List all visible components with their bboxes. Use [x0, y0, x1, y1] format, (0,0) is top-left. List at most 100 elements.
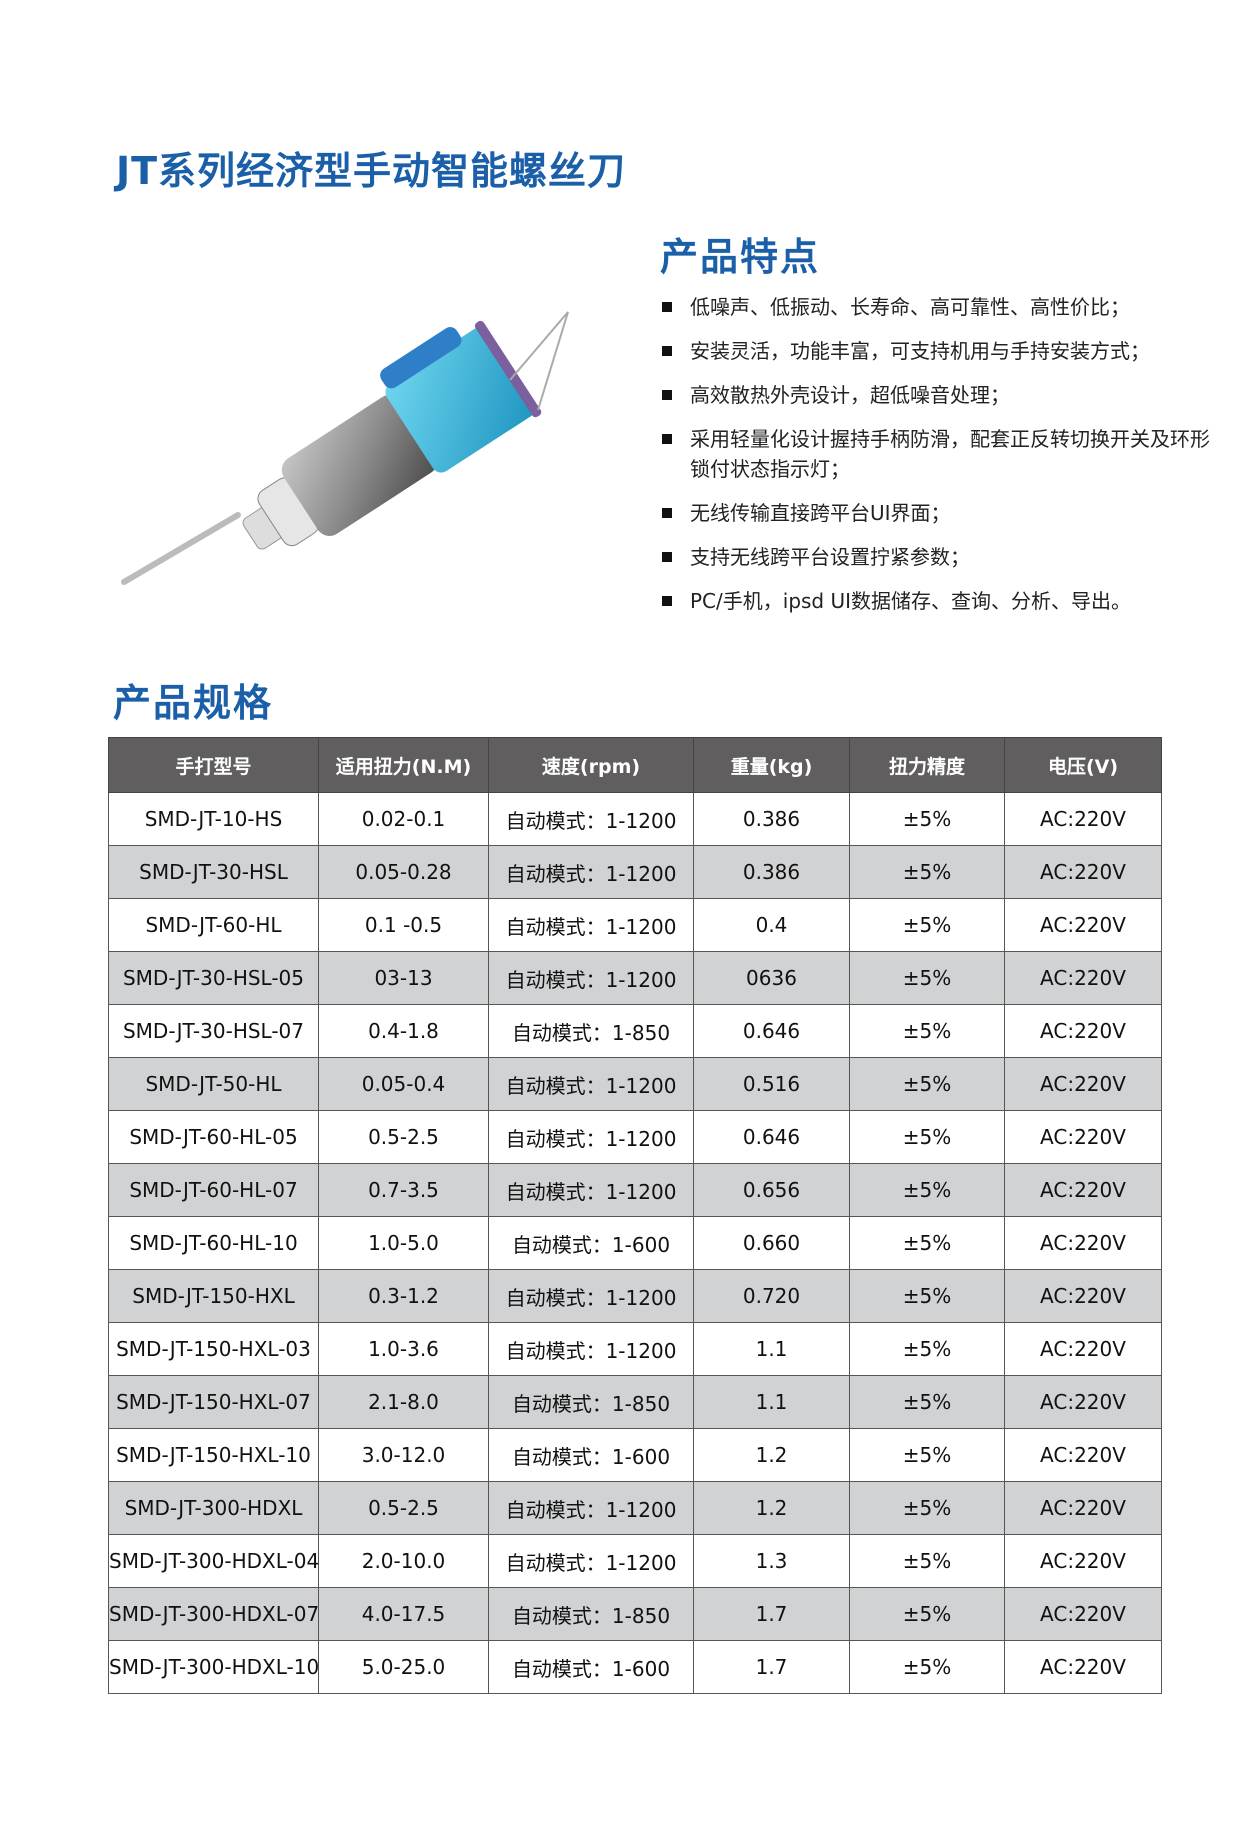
table-cell: 自动模式：1-1200: [488, 1110, 694, 1164]
feature-item: 低噪声、低振动、长寿命、高可靠性、高性价比；: [660, 292, 1220, 322]
table-cell: 0.646: [693, 1110, 850, 1164]
table-row: SMD-JT-30-HSL-05 03-13 自动模式：1-1200 0636 ±5% A…: [108, 951, 1162, 1005]
table-cell: AC:220V: [1004, 951, 1162, 1005]
specs-table: 手打型号 适用扭力(N.M) 速度(rpm) 重量(kg) 扭力精度 电压(V) SMD-…: [108, 737, 1162, 1694]
table-cell: SMD-JT-50-HL: [108, 1057, 319, 1111]
table-row: SMD-JT-150-HXL 0.3-1.2 自动模式：1-1200 0.720 ±5%…: [108, 1269, 1162, 1323]
table-cell: SMD-JT-300-HDXL-07: [108, 1587, 319, 1641]
table-cell: 1.7: [693, 1640, 850, 1694]
table-cell: 1.1: [693, 1322, 850, 1376]
table-cell: AC:220V: [1004, 1534, 1162, 1588]
table-cell: SMD-JT-150-HXL-10: [108, 1428, 319, 1482]
table-cell: 1.0-5.0: [318, 1216, 489, 1270]
table-cell: 自动模式：1-600: [488, 1428, 694, 1482]
table-cell: ±5%: [849, 951, 1005, 1005]
table-cell: ±5%: [849, 792, 1005, 846]
table-cell: SMD-JT-60-HL-07: [108, 1163, 319, 1217]
table-cell: ±5%: [849, 1269, 1005, 1323]
table-cell: 0.5-2.5: [318, 1481, 489, 1535]
table-cell: 1.1: [693, 1375, 850, 1429]
table-cell: 0.4: [693, 898, 850, 952]
table-cell: AC:220V: [1004, 1587, 1162, 1641]
table-cell: 自动模式：1-1200: [488, 1534, 694, 1588]
table-cell: 0636: [693, 951, 850, 1005]
feature-item: PC/手机，ipsd UI数据储存、查询、分析、导出。: [660, 586, 1220, 616]
table-row: SMD-JT-300-HDXL 0.5-2.5 自动模式：1-1200 1.2 ±5% A…: [108, 1481, 1162, 1535]
table-cell: SMD-JT-30-HSL-07: [108, 1004, 319, 1058]
table-cell: 0.7-3.5: [318, 1163, 489, 1217]
table-cell: AC:220V: [1004, 1481, 1162, 1535]
column-header: 速度(rpm): [488, 737, 694, 793]
column-header: 电压(V): [1004, 737, 1162, 793]
table-row: SMD-JT-300-HDXL-04 2.0-10.0 自动模式：1-1200 1.3…: [108, 1534, 1162, 1588]
table-cell: AC:220V: [1004, 1004, 1162, 1058]
table-cell: SMD-JT-30-HSL: [108, 845, 319, 899]
table-cell: AC:220V: [1004, 898, 1162, 952]
table-cell: AC:220V: [1004, 845, 1162, 899]
table-cell: 1.2: [693, 1481, 850, 1535]
table-cell: AC:220V: [1004, 1428, 1162, 1482]
table-cell: SMD-JT-300-HDXL-04: [108, 1534, 319, 1588]
table-row: SMD-JT-30-HSL-07 0.4-1.8 自动模式：1-850 0.646 ±5…: [108, 1004, 1162, 1058]
table-cell: 0.720: [693, 1269, 850, 1323]
table-cell: 1.7: [693, 1587, 850, 1641]
table-cell: 自动模式：1-600: [488, 1640, 694, 1694]
table-cell: 0.516: [693, 1057, 850, 1111]
table-row: SMD-JT-150-HXL-10 3.0-12.0 自动模式：1-600 1.2 ±5…: [108, 1428, 1162, 1482]
features-heading: 产品特点: [660, 235, 821, 279]
product-image-screwdriver: [121, 311, 569, 585]
table-cell: AC:220V: [1004, 792, 1162, 846]
table-cell: SMD-JT-150-HXL-07: [108, 1375, 319, 1429]
table-cell: 自动模式：1-1200: [488, 951, 694, 1005]
table-cell: SMD-JT-150-HXL-03: [108, 1322, 319, 1376]
table-cell: 自动模式：1-1200: [488, 1269, 694, 1323]
column-header: 适用扭力(N.M): [318, 737, 489, 793]
table-cell: ±5%: [849, 1004, 1005, 1058]
table-cell: 自动模式：1-1200: [488, 1481, 694, 1535]
table-cell: 0.386: [693, 792, 850, 846]
table-cell: SMD-JT-300-HDXL-10: [108, 1640, 319, 1694]
table-row: SMD-JT-60-HL-07 0.7-3.5 自动模式：1-1200 0.656 ±5…: [108, 1163, 1162, 1217]
feature-item: 无线传输直接跨平台UI界面；: [660, 498, 1220, 528]
table-cell: AC:220V: [1004, 1110, 1162, 1164]
table-row: SMD-JT-300-HDXL-07 4.0-17.5 自动模式：1-850 1.7 ±…: [108, 1587, 1162, 1641]
table-cell: AC:220V: [1004, 1375, 1162, 1429]
table-cell: ±5%: [849, 1322, 1005, 1376]
table-cell: SMD-JT-150-HXL: [108, 1269, 319, 1323]
table-cell: 自动模式：1-1200: [488, 845, 694, 899]
table-cell: 0.660: [693, 1216, 850, 1270]
feature-item: 支持无线跨平台设置拧紧参数；: [660, 542, 1220, 572]
table-row: SMD-JT-300-HDXL-10 5.0-25.0 自动模式：1-600 1.7 ±…: [108, 1640, 1162, 1694]
table-cell: 自动模式：1-850: [488, 1004, 694, 1058]
table-cell: 自动模式：1-1200: [488, 1163, 694, 1217]
table-cell: ±5%: [849, 1216, 1005, 1270]
features-list: 低噪声、低振动、长寿命、高可靠性、高性价比； 安装灵活，功能丰富，可支持机用与手…: [660, 292, 1220, 630]
table-cell: AC:220V: [1004, 1163, 1162, 1217]
feature-item: 高效散热外壳设计，超低噪音处理；: [660, 380, 1220, 410]
table-cell: 0.05-0.4: [318, 1057, 489, 1111]
table-cell: AC:220V: [1004, 1269, 1162, 1323]
table-cell: 2.1-8.0: [318, 1375, 489, 1429]
table-cell: SMD-JT-60-HL: [108, 898, 319, 952]
table-cell: 5.0-25.0: [318, 1640, 489, 1694]
table-cell: 自动模式：1-1200: [488, 1057, 694, 1111]
table-cell: AC:220V: [1004, 1216, 1162, 1270]
table-cell: SMD-JT-60-HL-10: [108, 1216, 319, 1270]
table-cell: 2.0-10.0: [318, 1534, 489, 1588]
table-cell: 1.0-3.6: [318, 1322, 489, 1376]
table-row: SMD-JT-60-HL-05 0.5-2.5 自动模式：1-1200 0.646 ±5…: [108, 1110, 1162, 1164]
table-cell: 0.646: [693, 1004, 850, 1058]
table-cell: AC:220V: [1004, 1640, 1162, 1694]
table-cell: AC:220V: [1004, 1057, 1162, 1111]
table-row: SMD-JT-150-HXL-03 1.0-3.6 自动模式：1-1200 1.1 ±5…: [108, 1322, 1162, 1376]
table-cell: ±5%: [849, 845, 1005, 899]
table-row: SMD-JT-60-HL-10 1.0-5.0 自动模式：1-600 0.660 ±5%…: [108, 1216, 1162, 1270]
table-cell: ±5%: [849, 1428, 1005, 1482]
table-cell: ±5%: [849, 1375, 1005, 1429]
table-cell: 自动模式：1-1200: [488, 1322, 694, 1376]
table-cell: 自动模式：1-1200: [488, 898, 694, 952]
specs-heading: 产品规格: [113, 681, 274, 725]
table-cell: 03-13: [318, 951, 489, 1005]
table-cell: SMD-JT-30-HSL-05: [108, 951, 319, 1005]
table-cell: ±5%: [849, 1110, 1005, 1164]
